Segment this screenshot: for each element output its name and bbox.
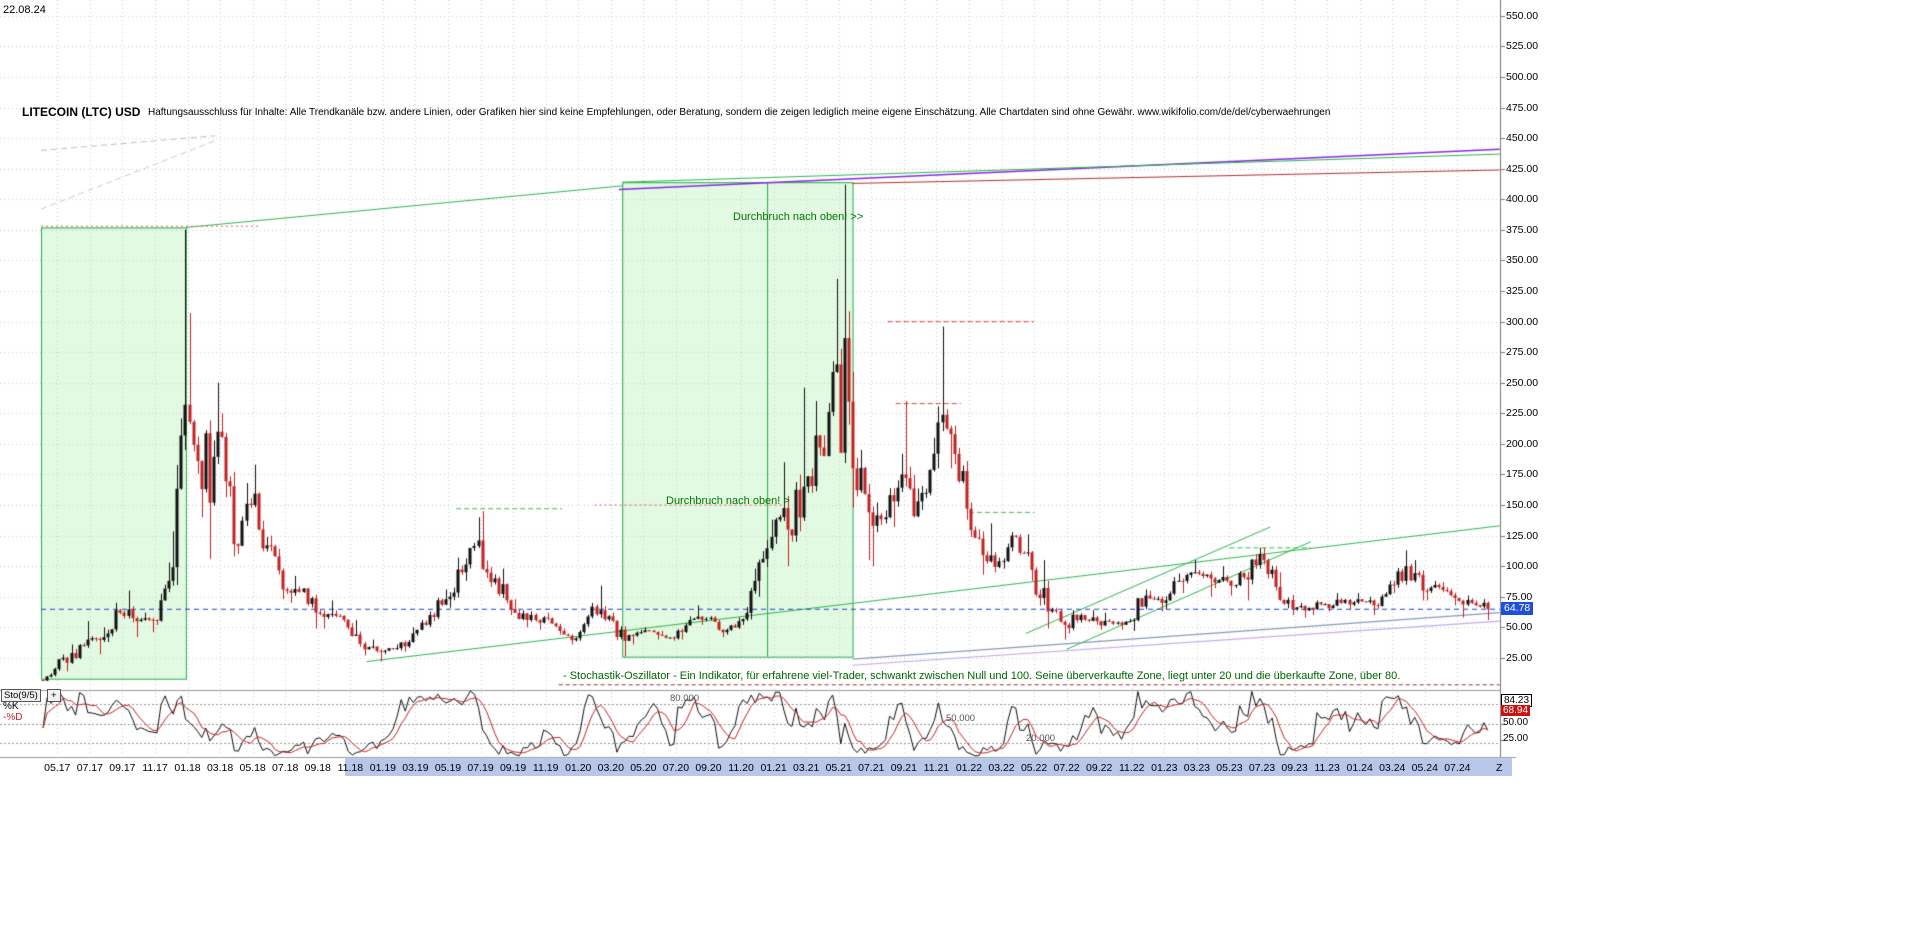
date-tick-label: 11.19: [532, 762, 559, 774]
date-tick-label: 01.22: [955, 762, 983, 774]
price-tick-label: 400.00: [1506, 193, 1539, 206]
oscillator-level-80: 80.000: [670, 693, 700, 704]
stochastic-d-label: -%D: [3, 712, 23, 723]
price-tick-label: 300.00: [1506, 315, 1539, 328]
date-tick-label: 09.20: [695, 762, 722, 774]
oscillator-scale-50: 50.00: [1503, 717, 1529, 728]
date-tick-label: 07.23: [1248, 762, 1276, 774]
date-tick-label: 07.17: [76, 762, 103, 774]
date-tick-label: 05.21: [825, 762, 852, 774]
date-tick-label: 09.18: [304, 762, 331, 774]
date-tick-label: 11.17: [142, 762, 168, 774]
price-tick-label: 500.00: [1506, 71, 1539, 84]
price-tick-label: 325.00: [1506, 285, 1539, 298]
date-tick-label: 05.22: [1020, 762, 1048, 774]
chart-title: LITECOIN (LTC) USD: [22, 105, 141, 119]
date-tick-label: 11.21: [923, 762, 950, 774]
date-tick-label: 01.21: [760, 762, 787, 774]
oscillator-level-50: 50.000: [946, 713, 976, 724]
date-tick-label: 11.20: [728, 762, 754, 774]
date-tick-label: 09.21: [890, 762, 917, 774]
date-tick-label: 07.21: [858, 762, 885, 774]
date-tick-label: 03.23: [1183, 762, 1211, 774]
price-tick-label: 150.00: [1506, 499, 1539, 512]
price-tick-label: 275.00: [1506, 346, 1539, 359]
price-tick-label: 350.00: [1506, 254, 1539, 267]
oscillator-d-value: 68.94: [1501, 705, 1531, 716]
date-tick-label: 07.19: [467, 762, 494, 774]
time-axis-highlight-band: [345, 758, 1512, 776]
stochastic-settings-button[interactable]: Sto(9/5): [1, 689, 41, 702]
disclaimer-text: Haftungsausschluss für Inhalte: Alle Tre…: [148, 107, 1331, 118]
price-tick-label: 200.00: [1506, 437, 1539, 450]
date-label: 22.08.24: [3, 4, 46, 16]
date-tick-label: 05.17: [44, 762, 71, 774]
date-tick-label: 03.19: [402, 762, 429, 774]
price-tick-label: 125.00: [1506, 529, 1539, 542]
date-tick-label: 05.23: [1216, 762, 1243, 774]
date-tick-label: 07.24: [1444, 762, 1471, 774]
date-tick-label: 07.22: [1053, 762, 1080, 774]
date-tick-label: 05.18: [239, 762, 266, 774]
price-tick-label: 475.00: [1506, 101, 1539, 114]
price-tick-label: 250.00: [1506, 376, 1539, 389]
date-tick-label: 05.24: [1411, 762, 1438, 774]
date-tick-label: 01.23: [1151, 762, 1178, 774]
price-tick-label: 25.00: [1506, 651, 1533, 664]
stochastic-k-label: %K: [3, 701, 19, 712]
date-tick-label: 03.24: [1379, 762, 1406, 774]
date-tick-label: 03.22: [988, 762, 1015, 774]
date-tick-label: 07.20: [662, 762, 690, 774]
date-tick-label: 07.18: [272, 762, 299, 774]
date-tick-label: 03.20: [597, 762, 624, 774]
oscillator-level-20: 20.000: [1026, 733, 1056, 744]
chart-canvas[interactable]: [0, 0, 1550, 780]
date-tick-label: 11.23: [1314, 762, 1340, 774]
date-tick-label: 09.19: [499, 762, 527, 774]
annotation-breakout-lower: Durchbruch nach oben! >: [666, 495, 790, 507]
date-tick-label: 09.23: [1281, 762, 1308, 774]
price-tick-label: 525.00: [1506, 40, 1539, 53]
date-tick-label: 01.24: [1346, 762, 1373, 774]
date-tick-label: 03.18: [206, 762, 234, 774]
date-tick-label: 05.20: [630, 762, 657, 774]
date-tick-label: 01.19: [369, 762, 397, 774]
price-tick-label: 75.00: [1506, 590, 1533, 603]
price-tick-label: 550.00: [1506, 9, 1539, 22]
date-tick-label: 09.17: [109, 762, 136, 774]
date-tick-label: 01.18: [174, 762, 201, 774]
oscillator-scale-25: 25.00: [1503, 733, 1529, 744]
axis-z-button[interactable]: Z: [1496, 762, 1503, 774]
price-tick-label: 450.00: [1506, 132, 1539, 145]
date-tick-label: 11.18: [337, 762, 364, 774]
price-tick-label: 375.00: [1506, 223, 1539, 236]
price-tick-label: 100.00: [1506, 560, 1539, 573]
date-tick-label: 01.20: [565, 762, 592, 774]
annotation-breakout-upper: Durchbruch nach oben! >>: [733, 211, 864, 223]
oscillator-description: - Stochastik-Oszillator - Ein Indikator,…: [563, 670, 1401, 682]
date-tick-label: 09.22: [1086, 762, 1113, 774]
date-tick-label: 05.19: [434, 762, 462, 774]
current-price-badge: 64.78: [1501, 602, 1534, 615]
price-tick-label: 50.00: [1506, 621, 1533, 634]
price-tick-label: 425.00: [1506, 162, 1539, 175]
price-tick-label: 225.00: [1506, 407, 1539, 420]
date-tick-label: 03.21: [793, 762, 820, 774]
date-tick-label: 11.22: [1119, 762, 1145, 774]
price-tick-label: 175.00: [1506, 468, 1539, 481]
add-indicator-button[interactable]: +: [47, 689, 61, 702]
